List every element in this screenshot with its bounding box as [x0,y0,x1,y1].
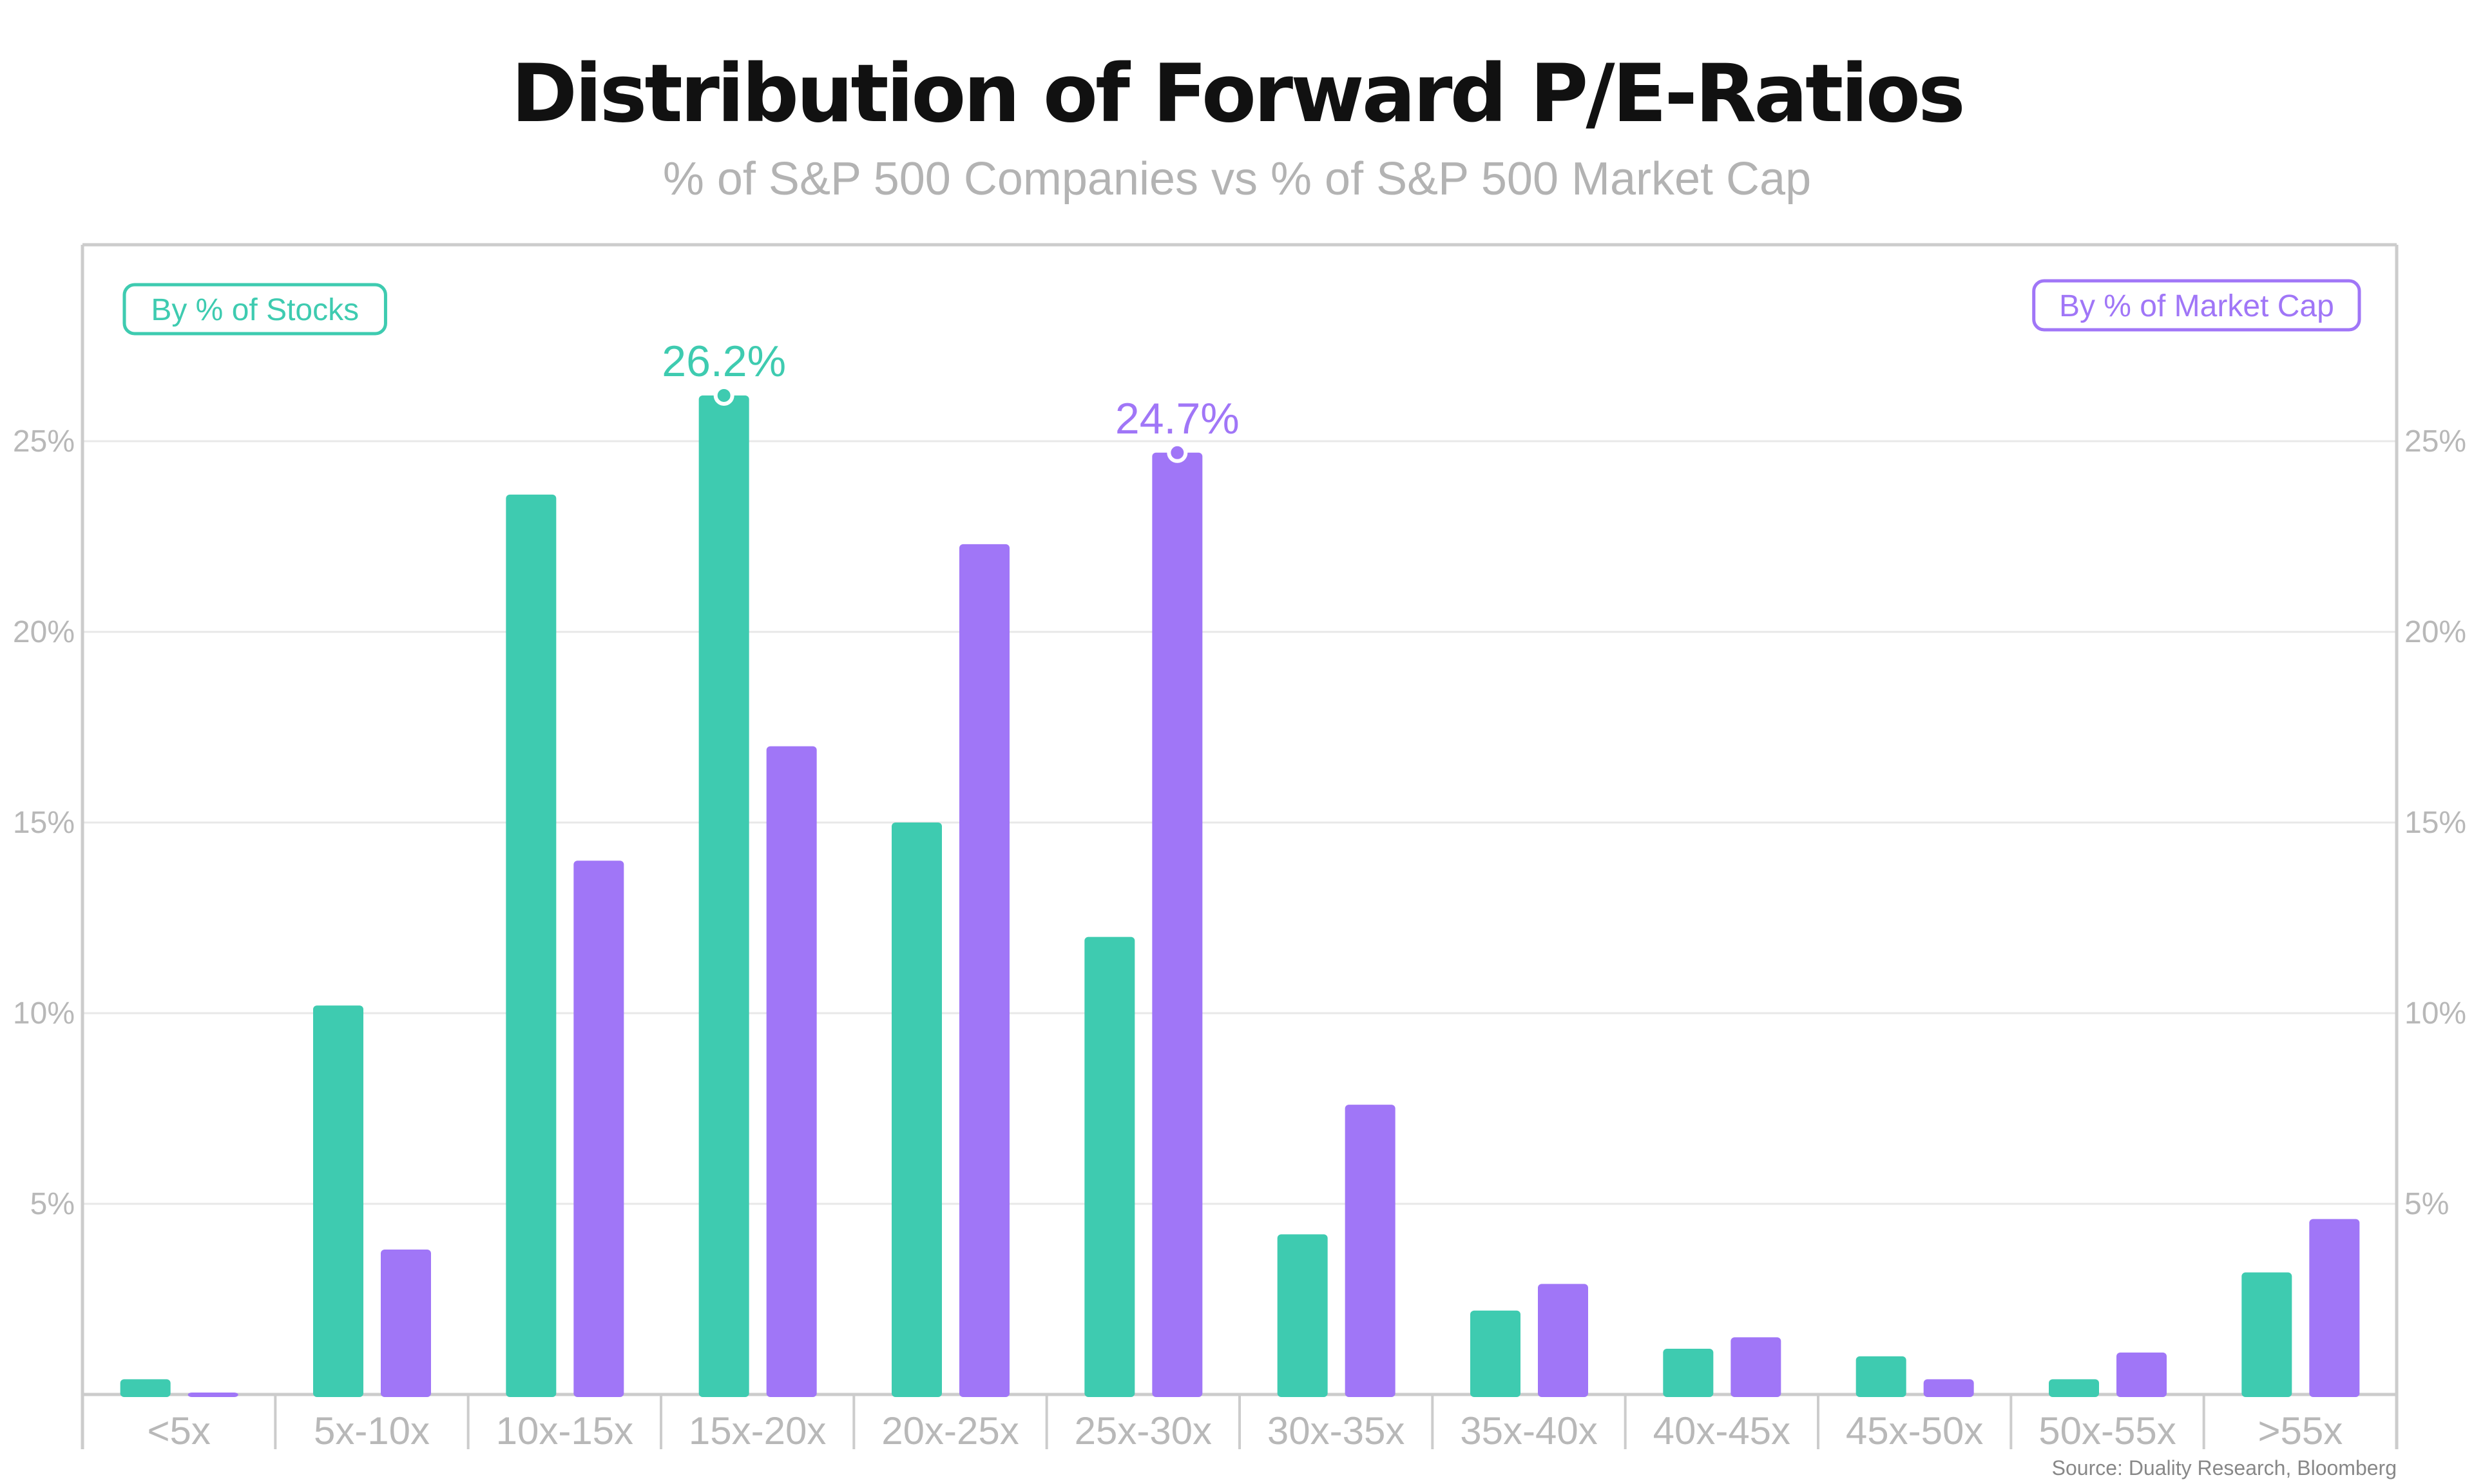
bar-stocks [1663,1348,1714,1397]
bar-market-cap [187,1393,238,1397]
bar-stocks [1277,1234,1328,1397]
x-axis: <5x 5x-10x 10x-15x 15x-20x 20x-25x 25x-30x 30x… [147,1409,2343,1452]
x-tick-label: 40x-45x [1653,1409,1790,1452]
y-tick-label-left: 10% [13,996,75,1031]
x-tick-label: 15x-20x [689,1409,826,1452]
y-tick-label-left: 25% [13,424,75,459]
x-tick-label: 20x-25x [881,1409,1019,1452]
bar-market-cap [2116,1352,2167,1397]
y-axis-left: 5% 10% 15% 20% 25% [13,424,75,1221]
y-tick-label-right: 15% [2404,806,2466,840]
bar-stocks [2049,1379,2099,1397]
source-note: Source: Duality Research, Bloomberg [2052,1456,2397,1479]
bar-stocks [506,494,557,1397]
x-tick-label: 25x-30x [1075,1409,1212,1452]
peak-label: 24.7% [1115,394,1240,443]
y-tick-label-right: 20% [2404,615,2466,649]
x-tick-label: 35x-40x [1460,1409,1597,1452]
grid-lines [82,440,2397,1205]
y-tick-label-right: 5% [2404,1187,2449,1221]
bar-market-cap [1345,1105,1395,1397]
y-tick-label-left: 15% [13,806,75,840]
x-tick-label: <5x [147,1409,210,1452]
peak-marker [713,385,734,406]
y-tick-label-left: 5% [30,1187,75,1221]
peak-marker [1167,442,1188,463]
bar-stocks [892,823,942,1397]
x-tick-label: 30x-35x [1267,1409,1405,1452]
y-tick-label-right: 25% [2404,424,2466,459]
bar-market-cap [573,861,624,1397]
bar-stocks [1084,937,1135,1397]
bar-stocks [313,1005,363,1397]
bar-stocks [120,1379,171,1397]
x-tick-label: 45x-50x [1846,1409,1983,1452]
bar-market-cap [1152,452,1203,1397]
bar-stocks [698,395,749,1398]
bar-market-cap [1923,1379,1974,1397]
bar-stocks [1470,1310,1520,1397]
x-tick-label: 50x-55x [2038,1409,2176,1452]
legend-label: By % of Stocks [151,293,359,327]
bar-market-cap [381,1250,431,1397]
chart-title: Distribution of Forward P/E-Ratios [511,48,1963,140]
bar-stocks [2241,1272,2292,1397]
bar-stocks [1856,1356,1906,1397]
x-tick-label: >55x [2258,1409,2343,1452]
annotations: 26.2% 24.7% [662,337,1240,463]
bar-market-cap [1538,1284,1588,1397]
peak-label: 26.2% [662,337,786,386]
legend-label: By % of Market Cap [2059,289,2334,323]
x-tick-label: 5x-10x [314,1409,430,1452]
bar-market-cap [1731,1337,1781,1397]
bar-market-cap [2309,1219,2360,1397]
legend-box [2032,279,2361,332]
bar-market-cap [959,544,1010,1397]
plot-frame [81,243,2399,1449]
legend: By % of Stocks By % of Market Cap [122,279,2361,336]
x-tick-label: 10x-15x [496,1409,633,1452]
legend-box [122,283,387,336]
y-tick-label-right: 10% [2404,996,2466,1031]
y-axis-right: 5% 10% 15% 20% 25% [2404,424,2466,1221]
bars [120,395,2360,1398]
chart-subtitle: % of S&P 500 Companies vs % of S&P 500 M… [663,153,1811,205]
y-tick-label-left: 20% [13,615,75,649]
bar-market-cap [766,746,817,1397]
